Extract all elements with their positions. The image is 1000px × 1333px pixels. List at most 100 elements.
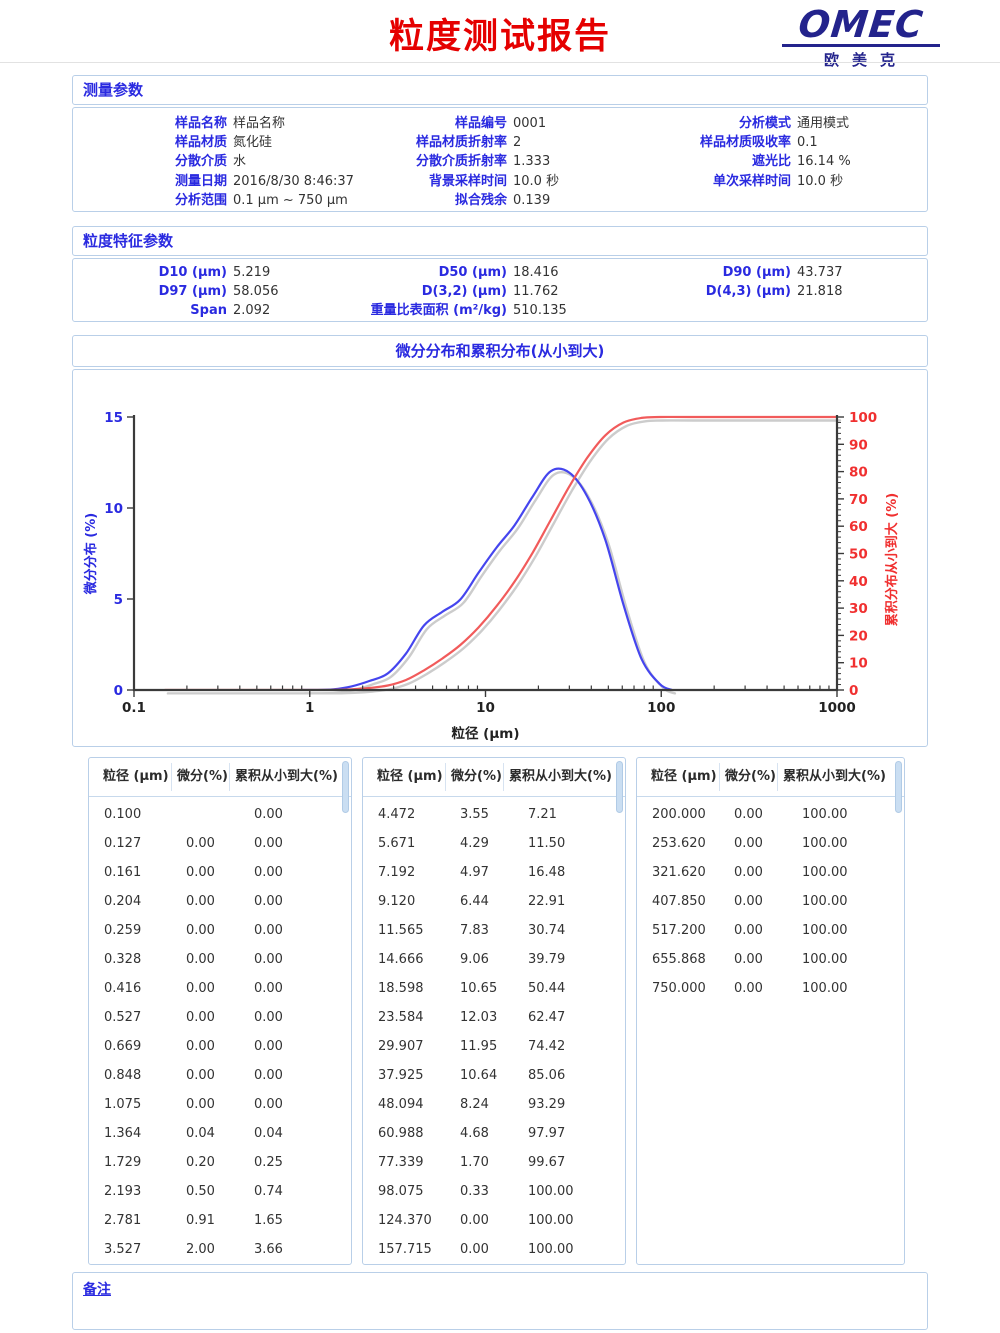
table-row: 2.193 0.50 0.74	[89, 1177, 351, 1206]
characteristic-row: Span 2.092 重量比表面积 (m²/kg) 510.135	[73, 301, 927, 320]
param-label: 分散介质	[174, 154, 227, 170]
table-cell: 0.00	[460, 1213, 489, 1228]
table-row: 0.127 0.00 0.00	[89, 829, 351, 858]
table-row: 200.000 0.00 100.00	[637, 800, 904, 829]
param-value: 1.333	[513, 154, 551, 170]
table-cell: 8.24	[460, 1097, 489, 1112]
table-cell: 1.70	[460, 1155, 489, 1170]
table-header-cell: 累积从小到大(%)	[509, 769, 612, 784]
param-value: 5.219	[233, 265, 271, 280]
table-cell: 0.00	[254, 923, 283, 938]
table-row: 48.094 8.24 93.29	[363, 1090, 625, 1119]
param-pair: 样品材质 氮化硅	[83, 133, 411, 152]
table-cell: 0.00	[734, 865, 763, 880]
table-row: 0.204 0.00 0.00	[89, 887, 351, 916]
table-cell: 30.74	[528, 923, 566, 938]
param-value: 58.056	[233, 284, 279, 300]
param-pair: D90 (μm) 43.737	[631, 263, 919, 282]
table-header-cell: 累积从小到大(%)	[783, 769, 886, 784]
table-row: 29.907 11.95 74.42	[363, 1032, 625, 1061]
param-pair: 拟合残余 0.139	[411, 191, 631, 210]
table-cell: 100.00	[528, 1213, 574, 1228]
table-cell: 10.64	[460, 1068, 498, 1083]
table-row: 11.565 7.83 30.74	[363, 916, 625, 945]
table-row: 517.200 0.00 100.00	[637, 916, 904, 945]
scrollbar-thumb[interactable]	[342, 761, 349, 813]
table-cell: 0.50	[186, 1184, 215, 1199]
table-cell: 100.00	[528, 1184, 574, 1199]
measurement-params-panel: 样品名称 样品名称 样品编号 0001 分析模式 通用模式 样品材质 氮化硅 样品材质折射率 2 样…	[72, 107, 928, 212]
table-cell: 10.65	[460, 981, 498, 996]
right-tick-label: 10	[849, 656, 868, 672]
param-pair: 测量日期 2016/8/30 8:46:37	[83, 172, 411, 191]
table-cell: 1.364	[104, 1126, 142, 1141]
param-label: D50 (μm)	[438, 265, 507, 280]
param-label: 分散介质折射率	[415, 154, 507, 170]
table-cell: 9.120	[378, 894, 416, 909]
table-row: 14.666 9.06 39.79	[363, 945, 625, 974]
table-cell: 0.33	[460, 1184, 489, 1199]
param-label: 背景采样时间	[428, 173, 507, 189]
param-pair: D97 (μm) 58.056	[83, 282, 411, 301]
param-pair: D10 (μm) 5.219	[83, 263, 411, 282]
param-value: 11.762	[513, 284, 559, 300]
table-body: 200.000 0.00 100.00 253.620 0.00 100.00 321.62…	[637, 800, 904, 1003]
right-tick-label: 30	[849, 601, 868, 617]
table-cell: 124.370	[378, 1213, 432, 1228]
curve-shadow	[166, 419, 842, 695]
chart-title-bar: 微分分布和累积分布(从小到大)	[72, 335, 928, 367]
table-cell: 11.50	[528, 836, 566, 851]
distribution-table-2: 粒径 (μm) 微分(%) 累积从小到大(%) 4.472 3.55 7.21 5.671 4…	[362, 757, 626, 1265]
table-cell: 517.200	[652, 923, 706, 938]
table-cell: 11.565	[378, 923, 424, 938]
table-cell: 0.416	[104, 981, 142, 996]
param-pair: 样品名称 样品名称	[83, 114, 411, 133]
table-cell: 77.339	[378, 1155, 424, 1170]
measurement-row: 分析范围 0.1 μm ~ 750 μm 拟合残余 0.139	[73, 191, 927, 210]
table-cell: 100.00	[802, 923, 848, 938]
param-value: 样品名称	[233, 116, 286, 131]
table-row: 23.584 12.03 62.47	[363, 1003, 625, 1032]
table-cell: 98.075	[378, 1184, 424, 1199]
table-cell: 1.65	[254, 1213, 283, 1228]
table-cell: 60.988	[378, 1126, 424, 1141]
left-tick-label: 15	[104, 410, 123, 426]
table-cell: 0.204	[104, 894, 142, 909]
table-cell: 50.44	[528, 981, 566, 996]
param-label: D90 (μm)	[722, 265, 791, 280]
left-tick-label: 10	[104, 501, 123, 517]
omec-logo: OMEC 欧美克	[782, 3, 940, 70]
scrollbar-thumb[interactable]	[616, 761, 623, 813]
table-cell: 0.00	[734, 836, 763, 851]
table-cell: 12.03	[460, 1010, 498, 1025]
table-row: 1.729 0.20 0.25	[89, 1148, 351, 1177]
table-cell: 4.68	[460, 1126, 489, 1141]
table-cell: 16.48	[528, 865, 566, 880]
table-row: 0.161 0.00 0.00	[89, 858, 351, 887]
table-cell: 3.66	[254, 1242, 283, 1257]
table-cell: 0.00	[186, 952, 215, 967]
table-cell: 100.00	[802, 894, 848, 909]
table-cell: 0.00	[254, 836, 283, 851]
param-value: 2016/8/30 8:46:37	[233, 173, 354, 189]
param-value: 43.737	[797, 265, 843, 280]
table-header-row: 粒径 (μm) 微分(%) 累积从小到大(%)	[89, 758, 351, 797]
param-value: 氮化硅	[233, 135, 273, 151]
table-cell: 0.00	[734, 923, 763, 938]
right-tick-label: 0	[849, 683, 858, 699]
param-value: 0.1	[797, 135, 818, 151]
table-cell: 0.00	[734, 807, 763, 822]
cumulative-curve	[163, 415, 839, 691]
param-value: 水	[233, 154, 247, 170]
table-cell: 100.00	[528, 1242, 574, 1257]
table-row: 124.370 0.00 100.00	[363, 1206, 625, 1235]
table-body: 0.100 0.00 0.127 0.00 0.00 0.161 0.00 0.00 0.204…	[89, 800, 351, 1264]
table-cell: 2.781	[104, 1213, 142, 1228]
right-tick-label: 40	[849, 574, 868, 590]
table-cell: 6.44	[460, 894, 489, 909]
param-value: 2	[513, 135, 522, 151]
left-tick-label: 0	[114, 683, 123, 699]
scrollbar-thumb[interactable]	[895, 761, 902, 813]
table-cell: 1.729	[104, 1155, 142, 1170]
table-cell: 0.00	[254, 865, 283, 880]
